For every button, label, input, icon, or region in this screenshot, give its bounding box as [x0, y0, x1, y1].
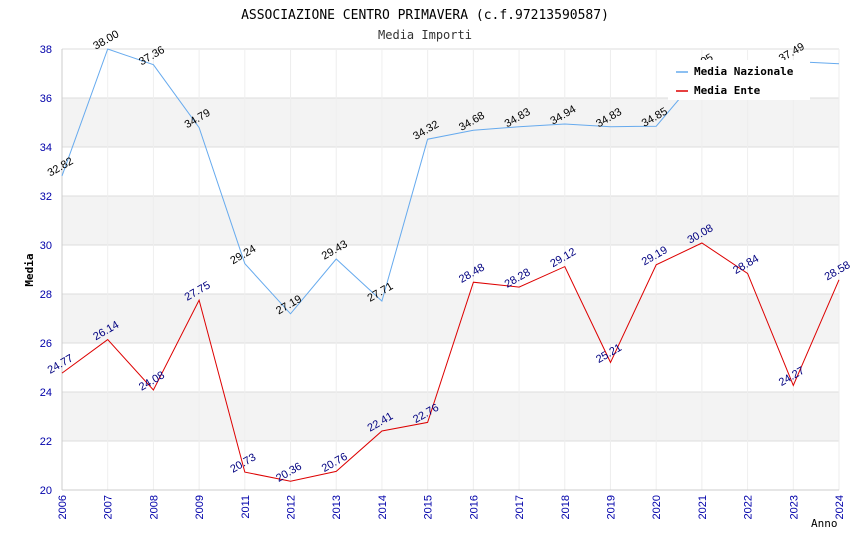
legend: Media Nazionale Media Ente: [668, 60, 810, 100]
x-tick-label: 2011: [240, 495, 252, 519]
x-tick-label: 2013: [331, 495, 343, 519]
x-tick-label: 2016: [468, 495, 480, 519]
y-axis-ticks: 20 22 24 26 28 30 32 34 36 38: [40, 44, 52, 497]
plot-band: [62, 294, 839, 343]
x-axis-ticks: 2006 2007 2008 2009 2011 2012 2013 2014 2015 2016…: [57, 495, 846, 519]
x-tick-label: 2017: [514, 495, 526, 519]
x-tick-label: 2007: [103, 495, 115, 519]
x-tick-label: 2021: [697, 495, 709, 519]
plot-band: [62, 392, 839, 441]
x-tick-label: 2019: [605, 495, 617, 519]
x-tick-label: 2023: [788, 495, 800, 519]
y-axis-label: Media: [23, 253, 36, 286]
gridlines: [61, 48, 840, 491]
x-tick-label: 2018: [560, 495, 572, 519]
y-tick-label: 32: [40, 191, 52, 203]
plot-band: [62, 196, 839, 245]
x-tick-label: 2012: [286, 495, 298, 519]
y-tick-label: 28: [40, 289, 52, 301]
legend-label-media-nazionale: Media Nazionale: [694, 65, 794, 78]
x-tick-label: 2015: [423, 495, 435, 519]
y-tick-label: 20: [40, 485, 52, 497]
chart-title: ASSOCIAZIONE CENTRO PRIMAVERA (c.f.97213…: [241, 8, 609, 23]
y-tick-label: 30: [40, 240, 52, 252]
y-tick-label: 38: [40, 44, 52, 56]
x-tick-label: 2006: [57, 495, 69, 519]
y-tick-label: 26: [40, 338, 52, 350]
y-tick-label: 34: [40, 142, 52, 154]
plot-band: [62, 98, 839, 147]
plot-bands: [62, 98, 839, 441]
x-tick-label: 2009: [194, 495, 206, 519]
x-tick-label: 2008: [148, 495, 160, 519]
legend-box: [668, 60, 810, 100]
x-tick-label: 2024: [834, 495, 846, 519]
y-tick-label: 24: [40, 387, 52, 399]
x-axis-label: Anno: [811, 517, 838, 530]
y-tick-label: 36: [40, 93, 52, 105]
x-tick-label: 2014: [377, 495, 389, 519]
legend-label-media-ente: Media Ente: [694, 84, 761, 97]
axes: [61, 49, 839, 491]
chart-subtitle: Media Importi: [378, 28, 472, 42]
y-tick-label: 22: [40, 436, 52, 448]
x-tick-label: 2022: [743, 495, 755, 519]
series-line-media-ente: [61, 242, 840, 482]
x-tick-label: 2020: [651, 495, 663, 519]
